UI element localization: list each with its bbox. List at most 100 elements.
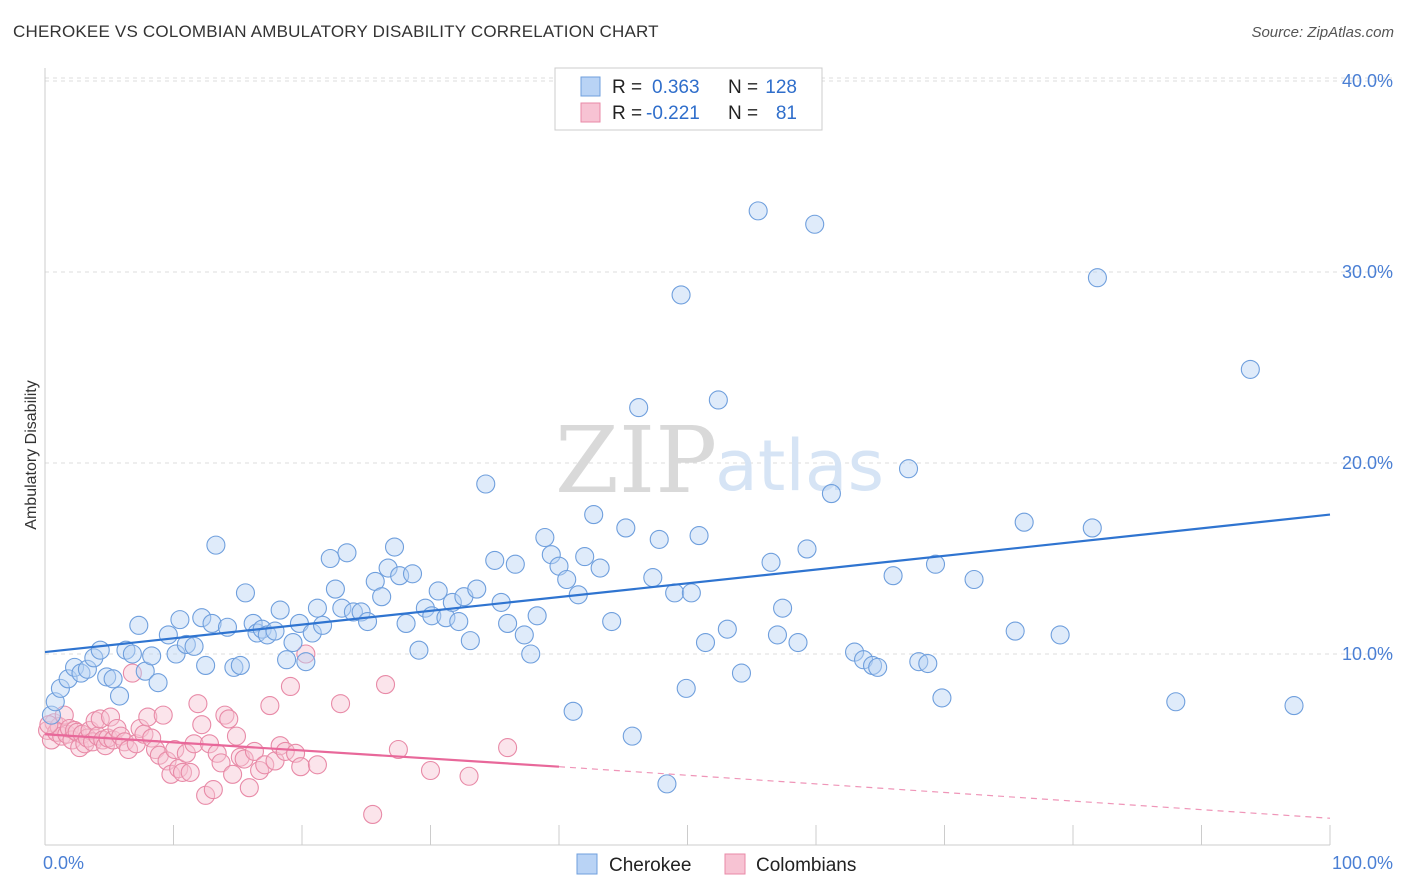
colombian-point	[153, 705, 173, 725]
cherokee-point	[122, 644, 142, 664]
bottom-legend-swatch-colombian	[724, 853, 746, 875]
cherokee-point	[313, 615, 333, 635]
colombian-point	[388, 739, 408, 760]
cherokee-point	[681, 583, 701, 603]
cherokee-point	[343, 602, 363, 622]
cherokee-point	[797, 539, 817, 559]
colombian-point	[498, 738, 518, 758]
cherokee-point	[575, 547, 595, 567]
colombian-point	[219, 709, 239, 729]
cherokee-point	[514, 625, 534, 645]
legend-swatch-colombian	[580, 102, 601, 123]
cherokee-point	[109, 686, 130, 706]
colombian-point	[165, 739, 185, 760]
cherokee-point	[428, 581, 448, 601]
cherokee-point	[1166, 692, 1186, 712]
grid-lines	[45, 77, 1392, 655]
colombian-point	[459, 766, 479, 786]
cherokee-point	[202, 613, 222, 633]
colombian-point	[172, 762, 193, 782]
cherokee-point	[805, 214, 825, 234]
colombian-point	[265, 751, 285, 771]
cherokee-point	[717, 619, 737, 639]
colombian-point	[420, 760, 441, 781]
legend-n-value-cherokee: 128	[765, 77, 797, 98]
colombian-point	[296, 644, 316, 664]
cherokee-point	[1082, 518, 1102, 538]
colombian-point	[138, 707, 158, 727]
legend-r-label-cherokee: R =	[612, 77, 642, 98]
cherokee-point	[206, 535, 226, 555]
cherokee-point	[384, 537, 405, 557]
colombian-point	[226, 726, 247, 746]
cherokee-point	[1240, 359, 1260, 379]
legend-n-label-colombian: N =	[728, 103, 758, 124]
cherokee-point	[521, 644, 541, 664]
colombian-point	[307, 755, 327, 775]
y-axis-label: Ambulatory Disability	[23, 380, 40, 529]
colombian-point	[255, 755, 275, 775]
cherokee-point	[296, 652, 316, 672]
cherokee-point	[498, 613, 518, 633]
colombian-trend-line	[44, 733, 560, 768]
cherokee-point	[467, 579, 487, 599]
x-tick-label: 100.0%	[1332, 853, 1393, 873]
cherokee-point	[788, 632, 808, 653]
cherokee-point	[184, 636, 204, 656]
cherokee-point	[235, 583, 256, 603]
cherokee-point	[196, 655, 216, 676]
cherokee-point	[649, 529, 669, 549]
colombian-point	[188, 694, 208, 714]
cherokee-point	[77, 659, 97, 679]
cherokee-point	[918, 653, 938, 674]
x-tick-labels: 0.0% 100.0%	[43, 853, 1393, 873]
cherokee-point	[50, 678, 70, 698]
colombian-point	[95, 736, 115, 756]
legend-n-value-colombian: 81	[776, 103, 797, 124]
colombian-point	[215, 705, 235, 725]
cherokee-point	[409, 640, 429, 660]
cherokee-point	[476, 474, 496, 494]
cherokee-point	[325, 579, 345, 599]
legend-r-value-cherokee: 0.363	[652, 77, 700, 98]
cherokee-point	[767, 625, 788, 645]
cherokee-point	[665, 583, 685, 603]
cherokee-point	[485, 550, 505, 570]
cherokee-point	[964, 569, 984, 590]
cherokee-point	[868, 657, 888, 677]
bottom-legend-swatch-cherokee	[576, 853, 598, 875]
cherokee-point	[192, 608, 212, 628]
x-tick-label: 0.0%	[43, 853, 84, 873]
cherokee-point	[283, 632, 303, 653]
axes	[44, 68, 1331, 846]
cherokee-point	[1284, 696, 1304, 716]
legend-r-value-colombian: -0.221	[646, 103, 700, 124]
cherokee-point	[731, 663, 752, 683]
cherokee-point	[925, 554, 946, 574]
cherokee-point	[449, 611, 469, 632]
cherokee-point	[616, 518, 636, 538]
colombian-point	[223, 764, 243, 784]
colombian-point	[176, 743, 196, 763]
chart-source: Source: ZipAtlas.com	[1251, 24, 1394, 41]
cherokee-point	[378, 558, 398, 578]
cherokee-point	[898, 459, 919, 479]
cherokee-point	[243, 613, 263, 633]
cherokee-point	[129, 615, 149, 635]
cherokee-point	[351, 602, 371, 622]
cherokee-point	[230, 655, 250, 676]
colombian-point	[330, 694, 351, 714]
colombian-point	[100, 707, 121, 727]
y-tick-label: 40.0%	[1342, 71, 1393, 91]
cherokee-point	[97, 667, 117, 687]
cherokee-point	[761, 552, 781, 572]
cherokee-point	[602, 611, 622, 632]
cherokee-point	[773, 598, 793, 618]
legend-n-label-cherokee: N =	[728, 77, 758, 98]
cherokee-point	[590, 558, 610, 578]
cherokee-point	[1014, 512, 1034, 532]
cherokee-trend-line	[44, 513, 1331, 654]
cherokee-point	[629, 398, 649, 418]
cherokee-point	[402, 564, 423, 584]
